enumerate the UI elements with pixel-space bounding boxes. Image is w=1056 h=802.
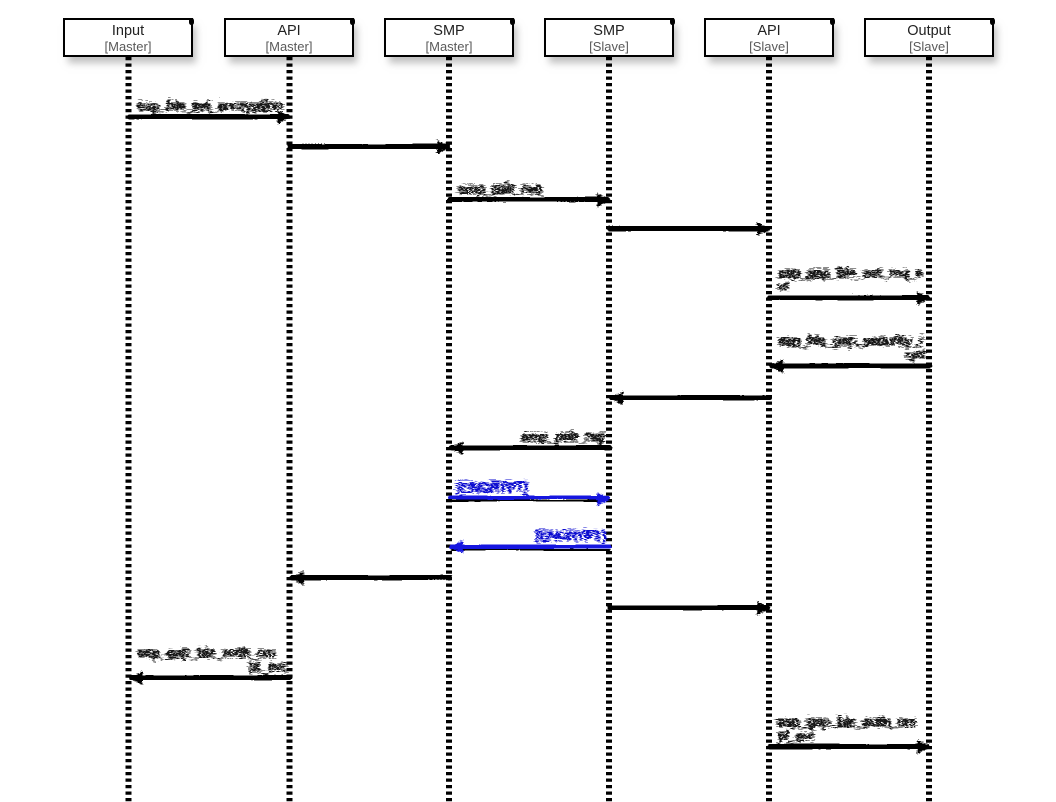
svg-text:[ENCRYPT]: [ENCRYPT] [455,477,525,493]
svg-text:vt: vt [775,276,787,292]
svg-text:smp_pair_rsp: smp_pair_rsp [518,426,603,442]
svg-text:esp_gap_ble_set_req_e: esp_gap_ble_set_req_e [775,262,921,278]
svg-text:esp_ble_set_encryption: esp_ble_set_encryption [135,95,281,111]
svg-text:[ENCRYPT]: [ENCRYPT] [533,525,603,541]
svg-text:pl_evt: pl_evt [775,725,813,741]
svg-text:pl_evt: pl_evt [247,656,285,672]
svg-text:esp_ble_gap_security_r: esp_ble_gap_security_r [775,330,922,346]
svg-text:smp_pair_req: smp_pair_req [455,178,540,194]
svg-text:qst: qst [904,344,924,360]
